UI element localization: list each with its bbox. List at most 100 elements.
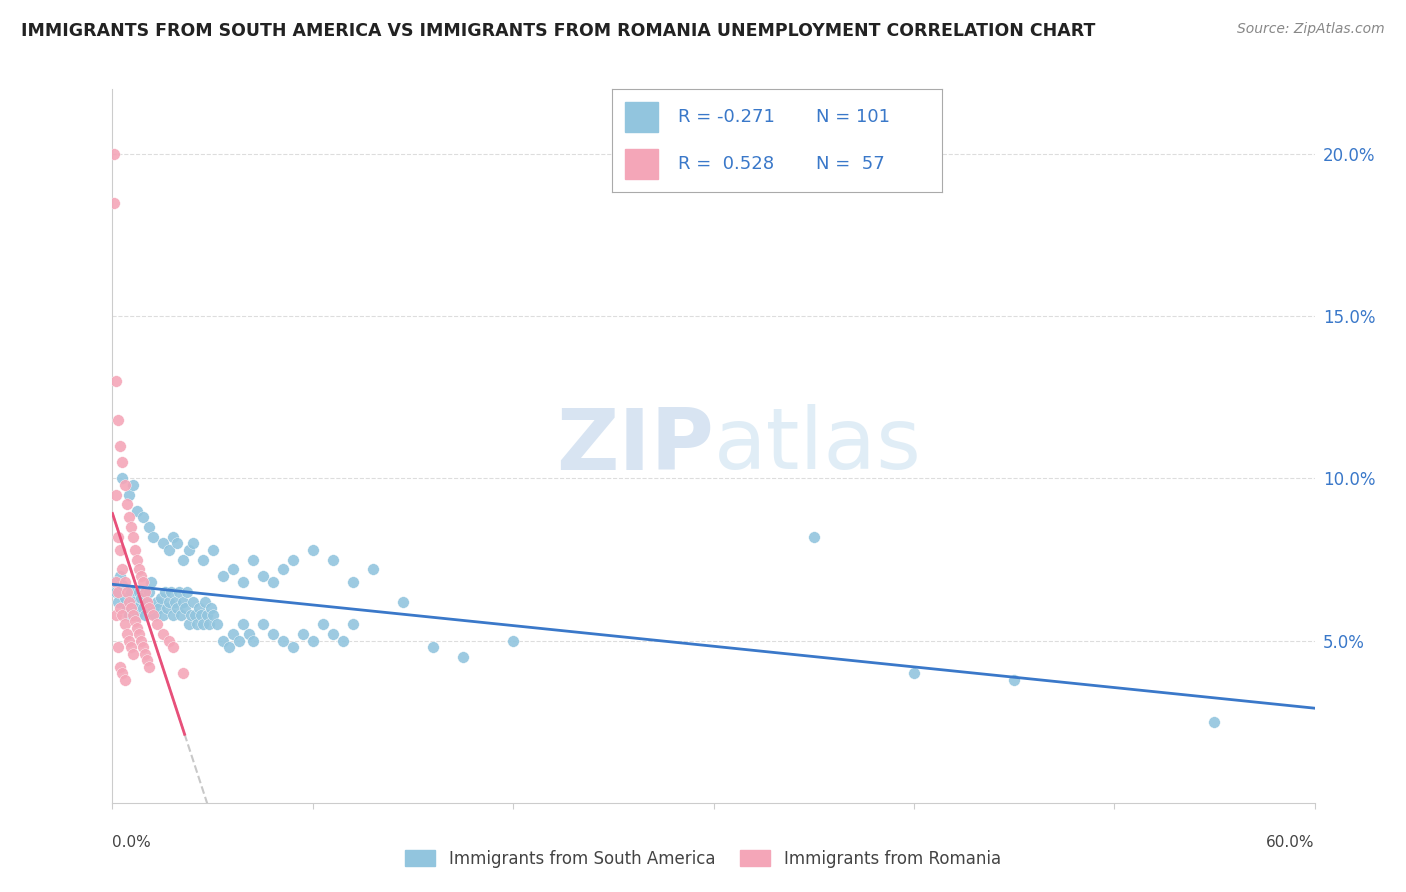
Point	[1002, 673, 1025, 687]
Point	[242, 552, 264, 566]
Point	[117, 510, 139, 524]
Point	[115, 585, 138, 599]
Point	[143, 607, 166, 622]
Text: ZIP: ZIP	[555, 404, 713, 488]
Point	[152, 607, 174, 622]
Point	[302, 633, 325, 648]
Point	[114, 575, 136, 590]
Point	[117, 595, 139, 609]
Point	[120, 601, 142, 615]
Point	[111, 471, 134, 485]
Point	[115, 497, 138, 511]
Point	[125, 552, 148, 566]
Point	[211, 633, 233, 648]
Point	[120, 585, 142, 599]
Point	[111, 562, 134, 576]
Point	[135, 595, 157, 609]
Point	[152, 627, 174, 641]
Point	[121, 595, 143, 609]
Point	[141, 607, 163, 622]
Text: R = -0.271: R = -0.271	[678, 108, 775, 126]
FancyBboxPatch shape	[624, 149, 658, 179]
Point	[195, 607, 218, 622]
Point	[131, 640, 153, 654]
Point	[332, 633, 354, 648]
Point	[422, 640, 444, 654]
Point	[176, 585, 198, 599]
Legend: Immigrants from South America, Immigrants from Romania: Immigrants from South America, Immigrant…	[399, 844, 1007, 875]
Point	[129, 591, 152, 606]
Point	[105, 575, 128, 590]
Point	[186, 617, 208, 632]
Point	[342, 617, 364, 632]
Point	[172, 595, 194, 609]
Point	[134, 647, 156, 661]
Point	[117, 607, 139, 622]
Point	[187, 601, 209, 615]
Point	[124, 601, 146, 615]
Point	[903, 666, 925, 681]
Point	[262, 627, 284, 641]
Point	[114, 478, 136, 492]
Point	[191, 552, 214, 566]
Point	[103, 195, 125, 210]
Point	[107, 640, 129, 654]
Point	[135, 595, 157, 609]
Point	[110, 568, 132, 582]
Point	[107, 413, 129, 427]
Point	[153, 585, 176, 599]
Point	[228, 633, 250, 648]
Text: 0.0%: 0.0%	[112, 836, 152, 850]
Point	[141, 530, 163, 544]
Point	[252, 617, 274, 632]
Point	[242, 633, 264, 648]
Point	[124, 542, 146, 557]
Point	[128, 562, 150, 576]
Point	[128, 627, 150, 641]
Point	[125, 607, 148, 622]
Point	[128, 585, 150, 599]
Point	[121, 478, 143, 492]
Point	[115, 627, 138, 641]
Point	[238, 627, 260, 641]
Point	[173, 601, 195, 615]
Point	[181, 595, 204, 609]
Point	[114, 673, 136, 687]
Text: atlas: atlas	[713, 404, 921, 488]
Point	[222, 627, 245, 641]
Point	[138, 585, 160, 599]
Point	[105, 607, 128, 622]
Point	[125, 621, 148, 635]
Point	[134, 585, 156, 599]
Point	[166, 601, 188, 615]
Text: 60.0%: 60.0%	[1267, 836, 1315, 850]
Point	[232, 617, 254, 632]
Point	[124, 614, 146, 628]
Point	[191, 617, 214, 632]
Point	[135, 653, 157, 667]
Point	[803, 530, 825, 544]
Point	[222, 562, 245, 576]
Point	[218, 640, 240, 654]
Point	[312, 617, 335, 632]
Point	[201, 542, 224, 557]
Point	[157, 542, 180, 557]
Point	[271, 562, 294, 576]
Point	[163, 595, 186, 609]
Point	[110, 439, 132, 453]
Point	[148, 601, 170, 615]
Point	[200, 601, 222, 615]
Point	[322, 552, 344, 566]
Point	[194, 595, 217, 609]
Point	[105, 374, 128, 388]
Point	[149, 591, 172, 606]
Text: N = 101: N = 101	[817, 108, 890, 126]
Point	[103, 147, 125, 161]
Text: IMMIGRANTS FROM SOUTH AMERICA VS IMMIGRANTS FROM ROMANIA UNEMPLOYMENT CORRELATIO: IMMIGRANTS FROM SOUTH AMERICA VS IMMIGRA…	[21, 22, 1095, 40]
Point	[120, 520, 142, 534]
Point	[105, 488, 128, 502]
Text: Source: ZipAtlas.com: Source: ZipAtlas.com	[1237, 22, 1385, 37]
Point	[120, 640, 142, 654]
Point	[138, 520, 160, 534]
Point	[111, 607, 134, 622]
